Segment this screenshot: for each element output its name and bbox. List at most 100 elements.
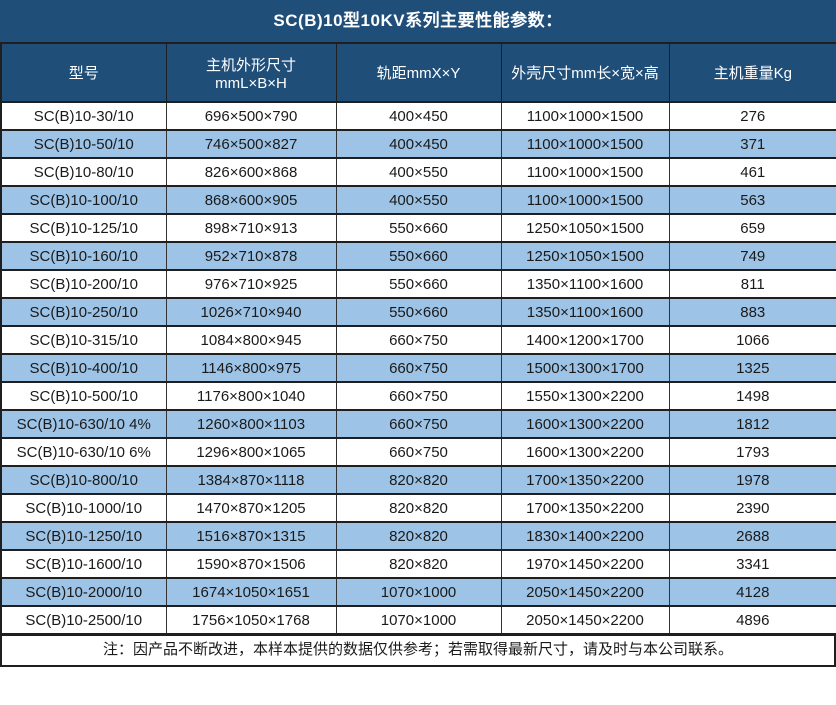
table-cell: 2390: [669, 494, 836, 522]
table-cell: SC(B)10-160/10: [1, 242, 166, 270]
table-cell: 659: [669, 214, 836, 242]
table-row: SC(B)10-1000/101470×870×1205820×8201700×…: [1, 494, 836, 522]
table-cell: 660×750: [336, 410, 501, 438]
table-cell: 1550×1300×2200: [501, 382, 669, 410]
table-cell: 4128: [669, 578, 836, 606]
table-cell: 2050×1450×2200: [501, 578, 669, 606]
table-cell: 276: [669, 102, 836, 130]
table-cell: 746×500×827: [166, 130, 336, 158]
table-cell: 1100×1000×1500: [501, 158, 669, 186]
table-cell: 1070×1000: [336, 578, 501, 606]
table-cell: 1250×1050×1500: [501, 242, 669, 270]
table-cell: 868×600×905: [166, 186, 336, 214]
table-row: SC(B)10-800/101384×870×1118820×8201700×1…: [1, 466, 836, 494]
table-cell: 400×550: [336, 186, 501, 214]
table-cell: SC(B)10-500/10: [1, 382, 166, 410]
table-cell: 820×820: [336, 494, 501, 522]
table-cell: 1500×1300×1700: [501, 354, 669, 382]
table-cell: 2688: [669, 522, 836, 550]
table-cell: 1516×870×1315: [166, 522, 336, 550]
table-cell: 550×660: [336, 242, 501, 270]
table-cell: SC(B)10-30/10: [1, 102, 166, 130]
table-cell: 1498: [669, 382, 836, 410]
table-cell: SC(B)10-50/10: [1, 130, 166, 158]
col-header-host-weight: 主机重量Kg: [669, 44, 836, 102]
table-cell: SC(B)10-2500/10: [1, 606, 166, 634]
table-cell: 1350×1100×1600: [501, 270, 669, 298]
table-cell: 1600×1300×2200: [501, 410, 669, 438]
table-cell: SC(B)10-125/10: [1, 214, 166, 242]
table-cell: 952×710×878: [166, 242, 336, 270]
table-row: SC(B)10-1600/101590×870×1506820×8201970×…: [1, 550, 836, 578]
table-cell: 461: [669, 158, 836, 186]
table-cell: 1674×1050×1651: [166, 578, 336, 606]
table-row: SC(B)10-50/10746×500×827400×4501100×1000…: [1, 130, 836, 158]
table-row: SC(B)10-125/10898×710×913550×6601250×105…: [1, 214, 836, 242]
table-row: SC(B)10-80/10826×600×868400×5501100×1000…: [1, 158, 836, 186]
spec-sheet-page: SC(B)10型10KV系列主要性能参数： 型号 主机外形尺寸 mmL×B×H …: [0, 0, 836, 705]
table-cell: 660×750: [336, 382, 501, 410]
table-row: SC(B)10-200/10976×710×925550×6601350×110…: [1, 270, 836, 298]
table-cell: 898×710×913: [166, 214, 336, 242]
table-cell: 400×550: [336, 158, 501, 186]
table-cell: 1026×710×940: [166, 298, 336, 326]
table-cell: 883: [669, 298, 836, 326]
table-cell: 1100×1000×1500: [501, 186, 669, 214]
table-cell: SC(B)10-800/10: [1, 466, 166, 494]
table-cell: 550×660: [336, 270, 501, 298]
table-row: SC(B)10-250/101026×710×940550×6601350×11…: [1, 298, 836, 326]
table-cell: 4896: [669, 606, 836, 634]
table-cell: 1600×1300×2200: [501, 438, 669, 466]
table-cell: 826×600×868: [166, 158, 336, 186]
table-cell: SC(B)10-1000/10: [1, 494, 166, 522]
table-cell: SC(B)10-1600/10: [1, 550, 166, 578]
table-cell: 2050×1450×2200: [501, 606, 669, 634]
table-row: SC(B)10-630/10 4%1260×800×1103660×750160…: [1, 410, 836, 438]
table-cell: 820×820: [336, 550, 501, 578]
table-cell: 1084×800×945: [166, 326, 336, 354]
table-cell: 660×750: [336, 354, 501, 382]
table-cell: 1176×800×1040: [166, 382, 336, 410]
table-cell: 1793: [669, 438, 836, 466]
col-header-host-size: 主机外形尺寸 mmL×B×H: [166, 44, 336, 102]
table-cell: SC(B)10-200/10: [1, 270, 166, 298]
table-cell: 1384×870×1118: [166, 466, 336, 494]
spec-table: 型号 主机外形尺寸 mmL×B×H 轨距mmX×Y 外壳尺寸mm长×宽×高 主机…: [0, 44, 836, 635]
table-row: SC(B)10-160/10952×710×878550×6601250×105…: [1, 242, 836, 270]
table-cell: 1970×1450×2200: [501, 550, 669, 578]
table-row: SC(B)10-630/10 6%1296×800×1065660×750160…: [1, 438, 836, 466]
table-cell: SC(B)10-80/10: [1, 158, 166, 186]
table-cell: 1100×1000×1500: [501, 130, 669, 158]
table-cell: 1590×870×1506: [166, 550, 336, 578]
table-row: SC(B)10-2000/101674×1050×16511070×100020…: [1, 578, 836, 606]
table-cell: 400×450: [336, 102, 501, 130]
table-cell: 1350×1100×1600: [501, 298, 669, 326]
table-cell: SC(B)10-2000/10: [1, 578, 166, 606]
table-cell: 696×500×790: [166, 102, 336, 130]
table-cell: 1325: [669, 354, 836, 382]
table-row: SC(B)10-2500/101756×1050×17681070×100020…: [1, 606, 836, 634]
page-title: SC(B)10型10KV系列主要性能参数：: [0, 0, 836, 44]
table-cell: 1700×1350×2200: [501, 494, 669, 522]
table-row: SC(B)10-1250/101516×870×1315820×8201830×…: [1, 522, 836, 550]
table-cell: 550×660: [336, 214, 501, 242]
table-cell: 1260×800×1103: [166, 410, 336, 438]
table-cell: SC(B)10-400/10: [1, 354, 166, 382]
col-header-model: 型号: [1, 44, 166, 102]
table-body: SC(B)10-30/10696×500×790400×4501100×1000…: [1, 102, 836, 634]
table-cell: SC(B)10-100/10: [1, 186, 166, 214]
table-cell: 1700×1350×2200: [501, 466, 669, 494]
col-header-shell-size: 外壳尺寸mm长×宽×高: [501, 44, 669, 102]
table-cell: SC(B)10-630/10 6%: [1, 438, 166, 466]
table-cell: 1146×800×975: [166, 354, 336, 382]
table-cell: 820×820: [336, 522, 501, 550]
table-cell: 1978: [669, 466, 836, 494]
footer-note: 注：因产品不断改进，本样本提供的数据仅供参考；若需取得最新尺寸，请及时与本公司联…: [0, 635, 836, 667]
table-row: SC(B)10-315/101084×800×945660×7501400×12…: [1, 326, 836, 354]
table-row: SC(B)10-500/101176×800×1040660×7501550×1…: [1, 382, 836, 410]
table-cell: 1100×1000×1500: [501, 102, 669, 130]
col-header-rail-gauge: 轨距mmX×Y: [336, 44, 501, 102]
table-cell: 1830×1400×2200: [501, 522, 669, 550]
table-row: SC(B)10-100/10868×600×905400×5501100×100…: [1, 186, 836, 214]
table-cell: SC(B)10-1250/10: [1, 522, 166, 550]
